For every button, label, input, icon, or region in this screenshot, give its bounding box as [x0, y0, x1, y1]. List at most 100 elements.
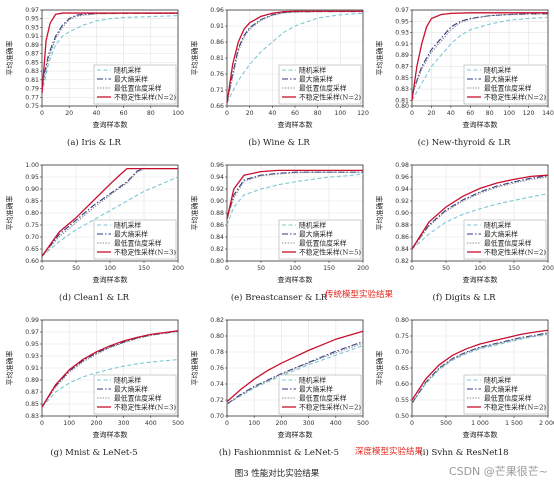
legend-label: 最低置信度采样	[299, 84, 347, 93]
x-tick-label: 0	[225, 420, 229, 427]
legend-label: 不稳定性采样(N=2)	[484, 93, 546, 102]
chart-caption: (e) Breastcanser & LR	[230, 293, 328, 303]
x-tick-label: 0	[225, 110, 229, 117]
legend-label: 不稳定性采样(N=3)	[114, 403, 176, 412]
y-tick-label: 0.65	[25, 246, 39, 253]
legend-label: 最低置信度采样	[114, 394, 162, 403]
series-line	[411, 193, 549, 250]
watermark: CSDN @芒果很芒~	[448, 465, 548, 478]
x-tick-label: 50	[442, 265, 450, 272]
y-tick-label: 0.97	[395, 7, 409, 14]
y-tick-label: 0.88	[395, 222, 409, 229]
y-axis-label: 平均准确率	[190, 196, 199, 231]
legend-label: 最大熵采样	[114, 385, 148, 394]
series-line	[41, 176, 179, 257]
y-tick-label: 0.89	[395, 52, 409, 59]
y-tick-label: 0.82	[395, 258, 409, 265]
x-tick-label: 0	[40, 110, 44, 117]
x-tick-label: 50	[257, 265, 265, 272]
legend-label: 最大熵采样	[299, 385, 333, 394]
series-line	[41, 330, 179, 408]
y-tick-label: 0.93	[395, 30, 409, 37]
x-tick-label: 80	[147, 110, 155, 117]
x-tick-label: 200	[542, 265, 554, 272]
legend-label: 最大熵采样	[299, 230, 333, 239]
plot-frame	[411, 9, 549, 107]
y-axis-label: 平均准确率	[375, 196, 384, 231]
legend-label: 最低置信度采样	[484, 394, 532, 403]
x-tick-label: 60	[291, 110, 299, 117]
y-tick-label: 0.75	[25, 103, 39, 110]
x-axis-label: 查询样本数	[463, 430, 498, 439]
chart-panel: 0.82 0.84 0.86 0.88 0.90 0.92 0.94 0.96 0.98 0 50 1…	[372, 157, 554, 309]
x-tick-label: 120	[357, 110, 369, 117]
legend-label: 最大熵采样	[299, 75, 333, 84]
x-axis-label: 查询样本数	[278, 120, 313, 129]
x-tick-label: 20	[246, 110, 254, 117]
x-tick-label: 300	[303, 420, 315, 427]
y-tick-label: 0.85	[25, 401, 39, 408]
x-tick-label: 200	[357, 265, 369, 272]
y-tick-label: 0.94	[395, 186, 409, 193]
legend-label: 不稳定性采样(N=2)	[114, 93, 176, 102]
chart-caption: (h) Fashionmnist & LeNet-5	[218, 448, 340, 458]
x-tick-label: 1 000	[471, 420, 489, 427]
series-line	[41, 330, 179, 408]
plot-frame	[226, 319, 364, 417]
y-tick-label: 0.86	[210, 39, 224, 46]
legend-label: 随机采样	[299, 66, 326, 75]
x-tick-label: 120	[523, 110, 535, 117]
x-tick-label: 400	[330, 420, 342, 427]
y-tick-label: 0.90	[210, 198, 224, 205]
y-tick-label: 0.82	[210, 246, 224, 253]
y-tick-label: 0.96	[210, 162, 224, 169]
series-line	[226, 345, 364, 405]
x-tick-label: 0	[410, 110, 414, 117]
y-tick-label: 0.94	[210, 174, 224, 181]
series-line	[226, 341, 364, 405]
y-tick-label: 0.65	[395, 365, 409, 372]
x-tick-label: 100	[334, 110, 346, 117]
x-tick-label: 150	[138, 265, 150, 272]
x-axis-label: 查询样本数	[93, 430, 128, 439]
series-line	[411, 13, 548, 95]
legend	[278, 219, 362, 260]
y-tick-label: 0.70	[25, 234, 39, 241]
y-tick-label: 0.83	[25, 68, 39, 75]
x-tick-label: 40	[92, 110, 100, 117]
x-tick-label: 80	[486, 110, 494, 117]
line-chart: 0.70 0.72 0.74 0.76 0.78 0.80 0.82 0 100 200 300 40…	[190, 317, 369, 439]
legend-label: 不稳定性采样(N=2)	[484, 403, 546, 412]
series-line	[41, 12, 178, 93]
series-line	[226, 171, 363, 220]
y-tick-label: 0.74	[210, 381, 224, 388]
series-line	[226, 12, 364, 104]
line-chart: 0.75 0.770.79 0.81 0.83 0.850.87 0.89 0.91 0.93…	[5, 7, 184, 129]
y-tick-label: 0.83	[395, 86, 409, 93]
y-axis-label: 平均准确率	[5, 351, 14, 386]
y-tick-label: 0.93	[25, 24, 39, 31]
chart-caption: (i) Svhn & ResNet18	[419, 448, 509, 458]
series-line	[226, 342, 364, 405]
series-line	[226, 330, 364, 403]
y-tick-label: 0.87	[395, 63, 409, 70]
series-line	[226, 11, 363, 103]
x-tick-label: 100	[474, 265, 486, 272]
y-tick-label: 0.60	[395, 381, 409, 388]
chart-caption: (c) New-thyroid & LR	[417, 138, 511, 148]
y-tick-label: 0.90	[25, 186, 39, 193]
chart-panel: 0.60 0.65 0.70 0.75 0.80 0.85 0.90 0.95 1.00 0 50 1…	[2, 157, 186, 309]
series-line	[41, 168, 178, 257]
y-tick-label: 0.85	[25, 198, 39, 205]
y-tick-label: 0.82	[210, 317, 224, 324]
legend-label: 最低置信度采样	[114, 239, 162, 248]
x-tick-label: 40	[268, 110, 276, 117]
y-tick-label: 0.80	[210, 333, 224, 340]
x-tick-label: 200	[90, 420, 102, 427]
y-axis-label: 平均准确率	[5, 41, 14, 76]
y-tick-label: 0.80	[395, 317, 409, 324]
y-tick-label: 0.60	[25, 258, 39, 265]
x-tick-label: 200	[172, 265, 184, 272]
y-tick-label: 0.70	[210, 413, 224, 420]
legend-label: 最低置信度采样	[114, 84, 162, 93]
